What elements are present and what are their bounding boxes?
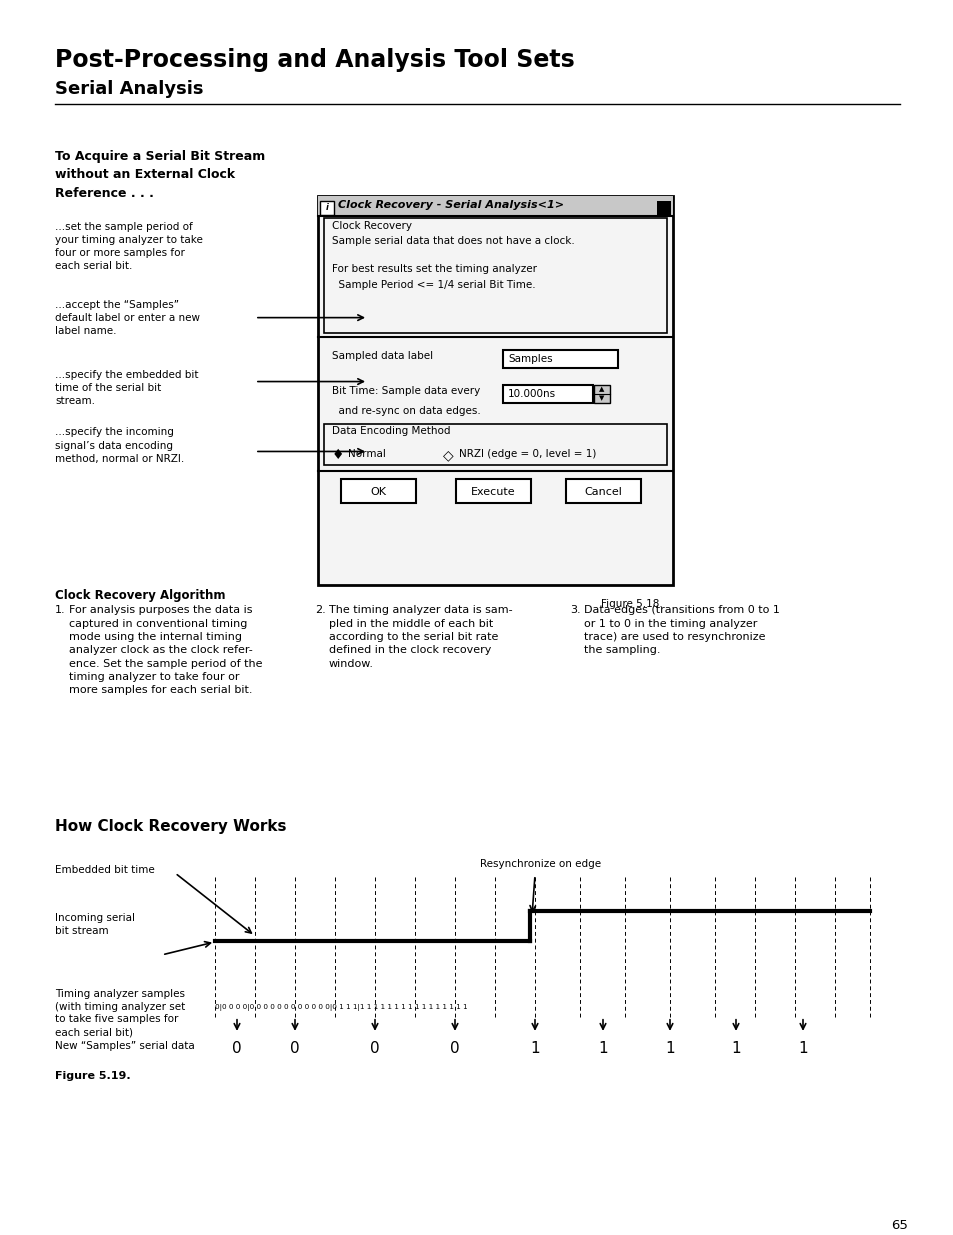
Bar (565, 479, 640, 504)
Text: Clock Recovery - Serial Analysis<1>: Clock Recovery - Serial Analysis<1> (337, 200, 563, 210)
Text: Clock Recovery Algorithm: Clock Recovery Algorithm (55, 589, 225, 603)
Bar (502, 384, 593, 403)
Text: ...specify the embedded bit
time of the serial bit
stream.: ...specify the embedded bit time of the … (55, 369, 198, 406)
Text: Post-Processing and Analysis Tool Sets: Post-Processing and Analysis Tool Sets (55, 48, 574, 72)
Text: 0: 0 (232, 1041, 241, 1056)
Text: Sample serial data that does not have a clock.: Sample serial data that does not have a … (332, 236, 574, 246)
Text: Embedded bit time: Embedded bit time (55, 864, 154, 874)
Text: ...set the sample period of
your timing analyzer to take
four or more samples fo: ...set the sample period of your timing … (55, 222, 203, 272)
Text: Figure 5.18.: Figure 5.18. (600, 599, 662, 609)
Text: Figure 5.19.: Figure 5.19. (55, 1071, 131, 1081)
Bar (456, 479, 531, 504)
Bar (324, 217, 666, 332)
Text: 1.: 1. (55, 605, 66, 615)
Bar (657, 201, 670, 215)
Text: and re-sync on data edges.: and re-sync on data edges. (332, 405, 480, 415)
Text: ◇: ◇ (442, 448, 453, 462)
Text: 65: 65 (891, 1219, 907, 1231)
Bar (324, 424, 666, 466)
Text: 10.000ns: 10.000ns (507, 389, 556, 399)
Text: Sample Period <= 1/4 serial Bit Time.: Sample Period <= 1/4 serial Bit Time. (332, 279, 535, 290)
Text: 0: 0 (290, 1041, 299, 1056)
Text: 1: 1 (798, 1041, 807, 1056)
Text: 3.: 3. (569, 605, 580, 615)
Text: 2.: 2. (314, 605, 325, 615)
Text: Timing analyzer samples
(with timing analyzer set
to take five samples for
each : Timing analyzer samples (with timing ana… (55, 989, 185, 1037)
Text: ...specify the incoming
signal’s data encoding
method, normal or NRZI.: ...specify the incoming signal’s data en… (55, 427, 184, 464)
Text: Serial Analysis: Serial Analysis (55, 80, 203, 98)
Text: How Clock Recovery Works: How Clock Recovery Works (55, 819, 286, 834)
Text: 1: 1 (664, 1041, 674, 1056)
Text: i: i (325, 204, 328, 212)
Text: NRZI (edge = 0, level = 1): NRZI (edge = 0, level = 1) (458, 450, 596, 459)
Text: The timing analyzer data is sam-
pled in the middle of each bit
according to the: The timing analyzer data is sam- pled in… (329, 605, 512, 668)
Text: Data edges (transitions from 0 to 1
or 1 to 0 in the timing analyzer
trace) are : Data edges (transitions from 0 to 1 or 1… (583, 605, 779, 656)
Text: Normal: Normal (348, 450, 385, 459)
Text: For best results set the timing analyzer: For best results set the timing analyzer (332, 264, 537, 274)
Text: New “Samples” serial data: New “Samples” serial data (55, 1041, 194, 1051)
Bar (317, 196, 672, 585)
Text: 1: 1 (730, 1041, 740, 1056)
Text: ▼: ▼ (598, 395, 604, 401)
Text: ♦: ♦ (332, 448, 344, 462)
Text: 0: 0 (370, 1041, 379, 1056)
Text: OK: OK (370, 488, 386, 498)
Bar (594, 384, 609, 403)
Text: Bit Time: Sample data every: Bit Time: Sample data every (332, 385, 479, 395)
Text: 0: 0 (450, 1041, 459, 1056)
Text: Samples: Samples (507, 353, 552, 363)
Text: Execute: Execute (470, 488, 515, 498)
Text: Clock Recovery: Clock Recovery (332, 221, 412, 231)
Text: Incoming serial
bit stream: Incoming serial bit stream (55, 913, 135, 936)
Bar (502, 350, 618, 368)
Text: ...accept the “Samples”
default label or enter a new
label name.: ...accept the “Samples” default label or… (55, 300, 200, 336)
Text: 1: 1 (598, 1041, 607, 1056)
Bar (319, 201, 334, 215)
Text: Data Encoding Method: Data Encoding Method (332, 426, 450, 436)
Text: 1: 1 (530, 1041, 539, 1056)
Text: To Acquire a Serial Bit Stream
without an External Clock
Reference . . .: To Acquire a Serial Bit Stream without a… (55, 149, 265, 200)
Text: Cancel: Cancel (583, 488, 621, 498)
Text: 0|0 0 0 0|0 0 0 0 0 0 0 0 0 0 0 0|0 1 1 1|1 1 1 1 1 1 1 1 1 1 1 1 1 1 1 1: 0|0 0 0 0|0 0 0 0 0 0 0 0 0 0 0 0|0 1 1 … (214, 1004, 467, 1010)
Text: Sampled data label: Sampled data label (332, 351, 433, 361)
Text: For analysis purposes the data is
captured in conventional timing
mode using the: For analysis purposes the data is captur… (69, 605, 262, 695)
Bar (317, 196, 672, 216)
Text: Resynchronize on edge: Resynchronize on edge (479, 860, 600, 869)
Bar (340, 479, 416, 504)
Text: ▲: ▲ (598, 387, 604, 393)
